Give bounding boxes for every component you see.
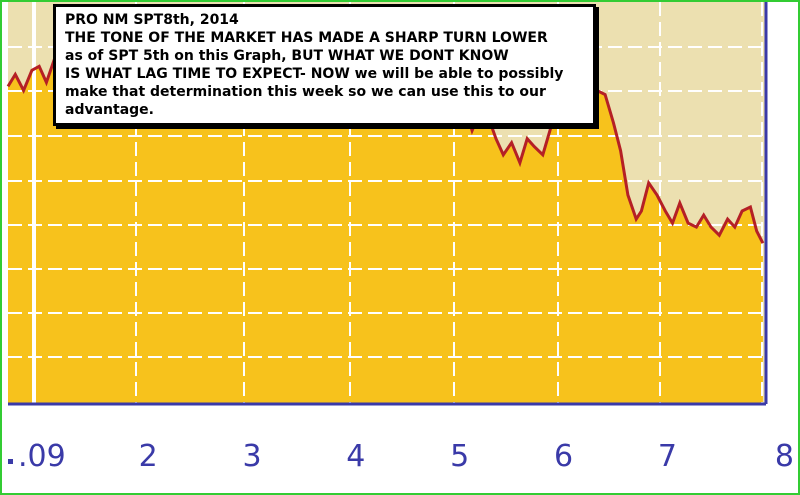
annotation-line: IS WHAT LAG TIME TO EXPECT- NOW we will … — [65, 66, 564, 82]
annotation-line: PRO NM SPT8th, 2014 — [65, 12, 239, 28]
x-tick-label: .09 — [18, 439, 66, 474]
x-tick-label: 5 — [450, 439, 469, 474]
x-tick-label: 7 — [658, 439, 677, 474]
annotation-line: THE TONE OF THE MARKET HAS MADE A SHARP … — [65, 30, 548, 46]
x-tick-label: 8 — [775, 439, 794, 474]
axes — [8, 2, 768, 406]
annotation-line: make that determination this week so we … — [65, 84, 546, 100]
annotation-box: PRO NM SPT8th, 2014 THE TONE OF THE MARK… — [53, 4, 596, 126]
x-tick-label: 3 — [242, 439, 261, 474]
x-tick-label: 2 — [139, 439, 158, 474]
x-tick-labels: .09 2 3 4 5 6 7 8 — [8, 439, 794, 474]
x-tick-label: 4 — [346, 439, 365, 474]
annotation-line: as of SPT 5th on this Graph, BUT WHAT WE… — [65, 48, 509, 64]
x-tick-label: 6 — [554, 439, 573, 474]
area-fill — [8, 34, 763, 404]
tick-label-fragment — [8, 459, 13, 464]
annotation-line: advantage. — [65, 102, 154, 118]
